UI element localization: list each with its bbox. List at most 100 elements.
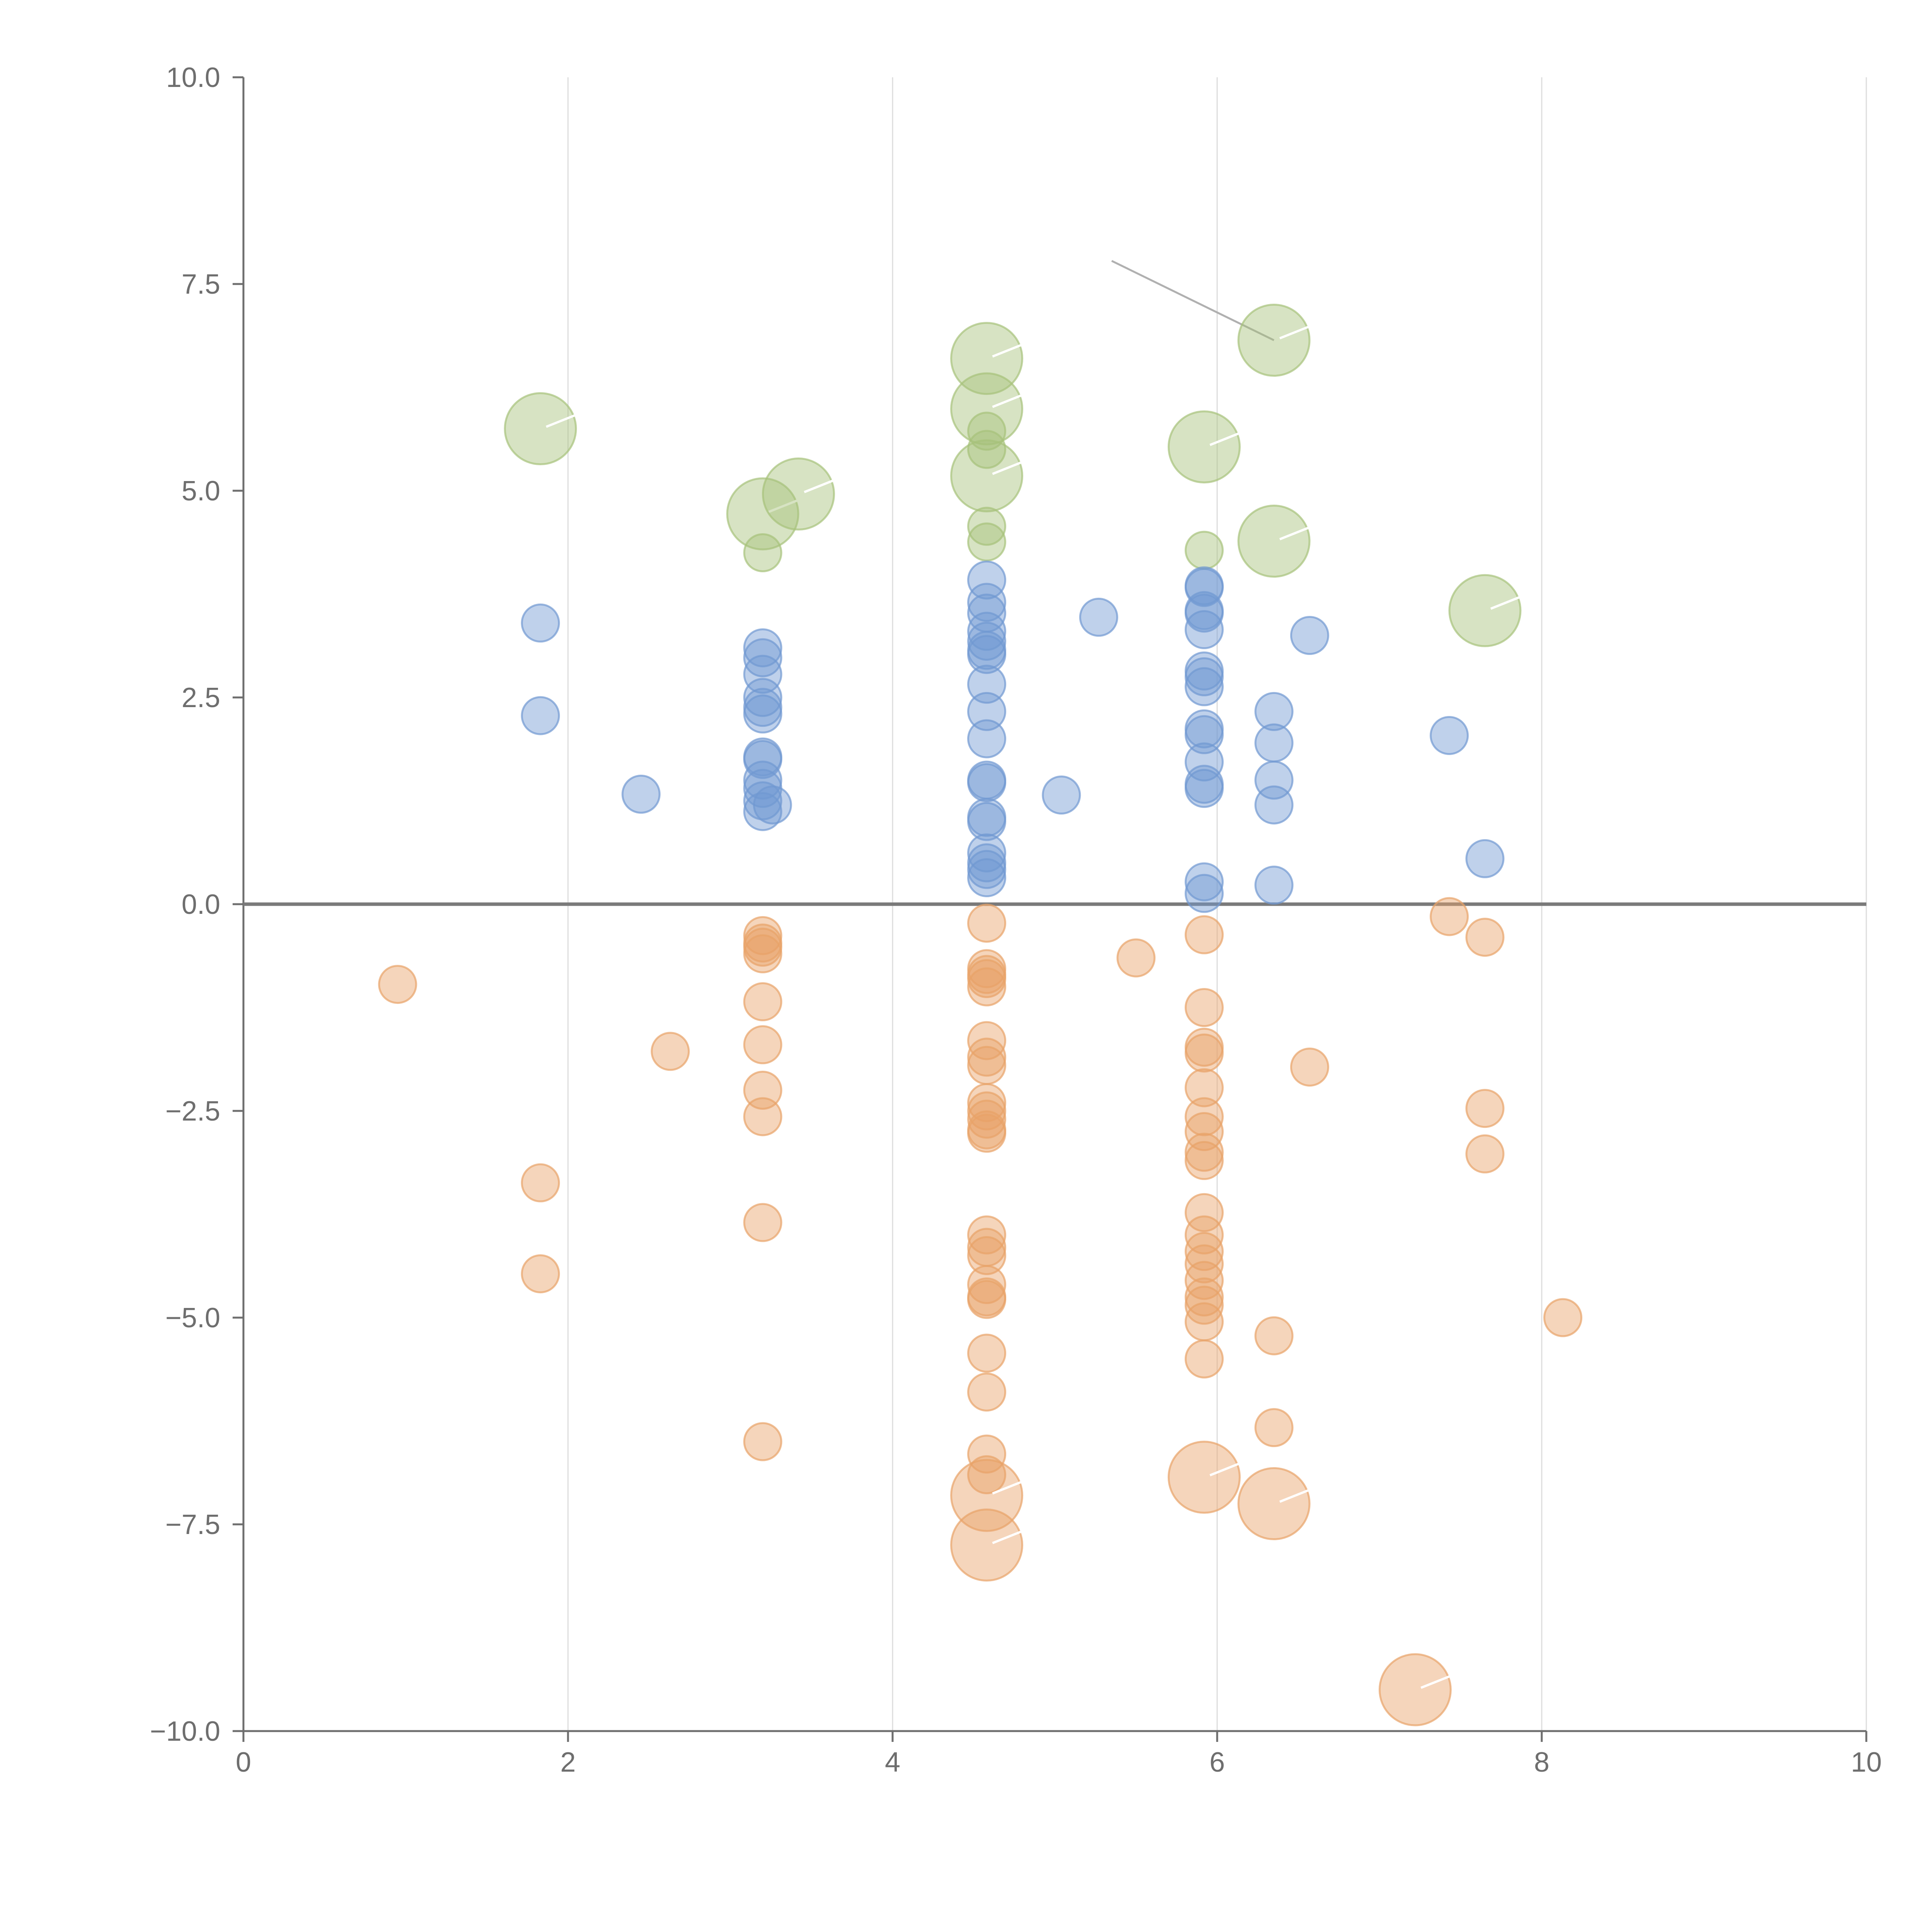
bubble-label-stub — [1209, 1463, 1240, 1476]
bubble-series-2-point-52 — [1184, 1244, 1224, 1284]
bubble-series-2-point-22 — [967, 1083, 1007, 1122]
bubble-label-stub — [1279, 526, 1310, 541]
bubble-series-2-point-58 — [1167, 1440, 1241, 1514]
bubble-series-2-point-51 — [1184, 1232, 1224, 1271]
x-tick-label: 8 — [1534, 1747, 1549, 1778]
bubble-label-stub — [992, 1530, 1022, 1544]
bubble-series-2-point-9 — [743, 1025, 782, 1065]
bubble-series-1-point-2 — [621, 774, 661, 814]
bubble-series-1-point-51 — [1254, 692, 1294, 731]
bubble-series-2-point-35 — [967, 1434, 1007, 1474]
x-tick-label: 4 — [885, 1747, 900, 1778]
bubble-series-2-point-2 — [521, 1254, 560, 1294]
bubble-label-stub — [992, 1481, 1022, 1495]
bubble-series-2-point-60 — [1254, 1408, 1294, 1447]
bubble-label-stub — [768, 499, 798, 513]
bubble-series-2-point-29 — [967, 1236, 1007, 1275]
bubble-series-2-point-7 — [743, 934, 782, 973]
bubble-series-1-point-29 — [967, 802, 1007, 841]
y-tick-label: −7.5 — [165, 1509, 220, 1540]
y-tick-label: 7.5 — [182, 269, 220, 300]
bubble-label-stub — [992, 344, 1022, 358]
bubble-series-1-point-45 — [1184, 715, 1224, 754]
bubble-series-1-point-22 — [967, 635, 1007, 674]
bubble-series-1-point-57 — [1430, 716, 1469, 755]
bubble-series-2-point-47 — [1184, 1133, 1224, 1172]
bubble-series-2-point-45 — [1184, 1097, 1224, 1136]
bubble-series-2-point-64 — [1430, 897, 1469, 936]
bubble-series-2-point-38 — [950, 1509, 1024, 1582]
bubble-series-2-point-66 — [1465, 1089, 1505, 1128]
bubble-series-2-point-40 — [1184, 915, 1224, 954]
bubble-label-stub — [1420, 1675, 1451, 1689]
bubble-series-0-point-11 — [1167, 410, 1241, 484]
bubble-label-stub — [992, 461, 1022, 475]
bubble-label-stub — [546, 414, 576, 428]
bubble-series-1-point-43 — [1184, 667, 1224, 706]
bubble-label-stub — [1279, 325, 1310, 340]
bubble-series-2-point-1 — [521, 1163, 560, 1202]
bubble-series-2-point-26 — [967, 1114, 1007, 1153]
bubble-series-2-point-21 — [967, 1046, 1007, 1085]
bubble-series-2-point-36 — [967, 1455, 1007, 1495]
bubble-series-1-point-13 — [743, 781, 782, 820]
bubble-series-2-point-14 — [967, 903, 1007, 943]
bubble-series-1-point-11 — [743, 760, 782, 800]
bubble-series-2-point-27 — [967, 1215, 1007, 1255]
bubble-series-0-point-10 — [967, 522, 1007, 562]
y-tick-label: −5.0 — [165, 1303, 220, 1333]
annotation-leader-line — [1111, 260, 1275, 341]
bubble-series-1-point-6 — [743, 678, 782, 717]
bubble-series-2-point-55 — [1184, 1286, 1224, 1325]
bubble-series-0-point-2 — [762, 457, 835, 531]
bubble-series-2-point-49 — [1184, 1193, 1224, 1232]
data-points — [378, 304, 1583, 1726]
bubble-series-2-point-56 — [1184, 1302, 1224, 1342]
x-tick-label: 2 — [560, 1747, 576, 1778]
y-tick-label: 10.0 — [166, 62, 220, 93]
bubble-series-0-point-7 — [967, 430, 1007, 469]
bubble-series-1-point-23 — [967, 665, 1007, 704]
bubble-label-stub — [1279, 1489, 1310, 1503]
y-tick-label: 2.5 — [182, 682, 220, 713]
bubble-series-1-point-1 — [521, 696, 560, 735]
bubble-label-stub — [992, 394, 1022, 408]
bubble-series-2-point-44 — [1184, 1068, 1224, 1107]
bubble-series-1-point-58 — [1465, 839, 1505, 878]
bubble-series-1-point-16 — [967, 560, 1007, 600]
bubble-series-1-point-24 — [967, 692, 1007, 731]
bubble-series-1-point-42 — [1184, 657, 1224, 696]
bubble-series-1-point-54 — [1254, 785, 1294, 825]
bubble-series-2-point-67 — [1465, 1134, 1505, 1173]
bubble-series-1-point-52 — [1254, 723, 1294, 763]
bubble-series-2-point-46 — [1184, 1112, 1224, 1151]
bubble-series-2-point-43 — [1184, 1033, 1224, 1073]
bubble-series-0-point-0 — [504, 392, 577, 465]
bubble-series-1-point-17 — [967, 583, 1007, 622]
bubble-series-2-point-3 — [651, 1032, 690, 1071]
bubble-series-1-point-15 — [753, 785, 792, 825]
bubble-series-1-point-25 — [967, 719, 1007, 759]
bubble-series-0-point-9 — [967, 507, 1007, 546]
bubble-series-2-point-10 — [743, 1071, 782, 1110]
bubble-series-2-point-65 — [1465, 918, 1505, 957]
bubble-series-1-point-33 — [967, 858, 1007, 898]
bubble-series-1-point-5 — [743, 655, 782, 694]
bubble-series-1-point-56 — [1290, 616, 1329, 655]
bubble-series-2-point-68 — [1543, 1298, 1583, 1337]
x-tick-label: 10 — [1851, 1747, 1882, 1778]
bubble-series-0-point-1 — [726, 477, 799, 551]
bubble-label-stub — [1209, 432, 1240, 446]
bubble-series-1-point-3 — [743, 628, 782, 668]
bubble-series-1-point-27 — [967, 763, 1007, 802]
tick-labels: 0 2 4 6 8 10 10.0 7.5 5.0 2.5 0.0 −2.5 −5.0 −7.5 −10.0 — [150, 62, 1882, 1778]
bubble-series-1-point-34 — [1042, 776, 1081, 815]
bubble-series-2-point-63 — [1378, 1653, 1452, 1726]
axes — [242, 77, 1866, 1732]
bubble-series-1-point-50 — [1184, 874, 1224, 913]
bubble-series-2-point-61 — [1237, 1467, 1311, 1540]
bubble-series-1-point-49 — [1184, 862, 1224, 901]
bubble-series-1-point-35 — [1079, 597, 1118, 637]
bubble-series-2-point-8 — [743, 982, 782, 1022]
bubble-series-0-point-15 — [1448, 574, 1522, 647]
